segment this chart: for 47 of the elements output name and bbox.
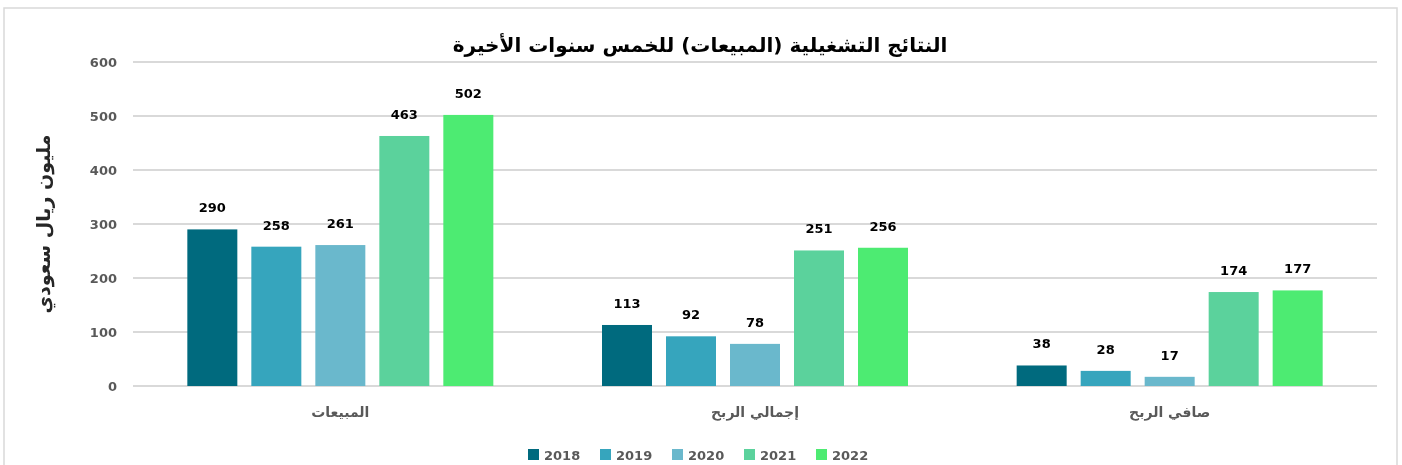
data-label: 92 <box>681 307 701 323</box>
data-label: 463 <box>390 106 418 122</box>
x-tick-label: المبيعات <box>311 404 370 420</box>
data-label: 256 <box>869 218 897 234</box>
data-label: 174 <box>1220 263 1248 279</box>
data-label: 261 <box>326 216 354 232</box>
bar <box>251 246 302 386</box>
data-label: 290 <box>198 200 226 216</box>
bar <box>794 250 844 386</box>
bar <box>1080 370 1131 386</box>
data-label: 28 <box>1096 341 1115 357</box>
data-label: 177 <box>1284 261 1312 277</box>
x-tick-label: صافي الربح <box>1129 404 1211 421</box>
bar <box>602 324 652 386</box>
bar <box>1272 290 1323 386</box>
y-tick-label: 300 <box>89 217 117 232</box>
chart-title: النتائج التشغيلية (المبيعات) للخمس سنوات الأخيرة <box>452 32 948 57</box>
data-label: 38 <box>1032 336 1051 352</box>
legend-label: 2020 <box>688 448 725 463</box>
bar <box>379 135 430 386</box>
data-label: 502 <box>454 85 482 101</box>
y-tick-label: 100 <box>89 325 117 340</box>
x-tick-label: إجمالي الربح <box>711 404 799 421</box>
y-tick-label: 500 <box>89 109 117 124</box>
bar <box>443 114 494 386</box>
y-tick-label: 200 <box>89 271 117 286</box>
y-tick-label: 0 <box>107 379 117 394</box>
data-label: 251 <box>805 221 833 237</box>
bar <box>1016 365 1067 386</box>
y-axis-title: مليون ريال سعودي <box>32 134 56 314</box>
data-label: 113 <box>613 295 641 311</box>
data-label: 258 <box>262 217 290 233</box>
data-label: 78 <box>745 314 765 330</box>
bar <box>187 229 238 386</box>
bar <box>1208 292 1259 386</box>
legend-label: 2019 <box>616 448 653 463</box>
legend-label: 2018 <box>544 448 581 463</box>
data-label: 17 <box>1160 347 1179 363</box>
bar <box>315 245 366 386</box>
y-tick-label: 600 <box>89 55 117 70</box>
bar <box>666 336 716 386</box>
legend-label: 2022 <box>832 448 869 463</box>
bar <box>858 247 908 386</box>
bar <box>1144 376 1195 386</box>
bar <box>730 343 780 386</box>
legend-label: 2021 <box>760 448 797 463</box>
y-tick-label: 400 <box>89 163 117 178</box>
